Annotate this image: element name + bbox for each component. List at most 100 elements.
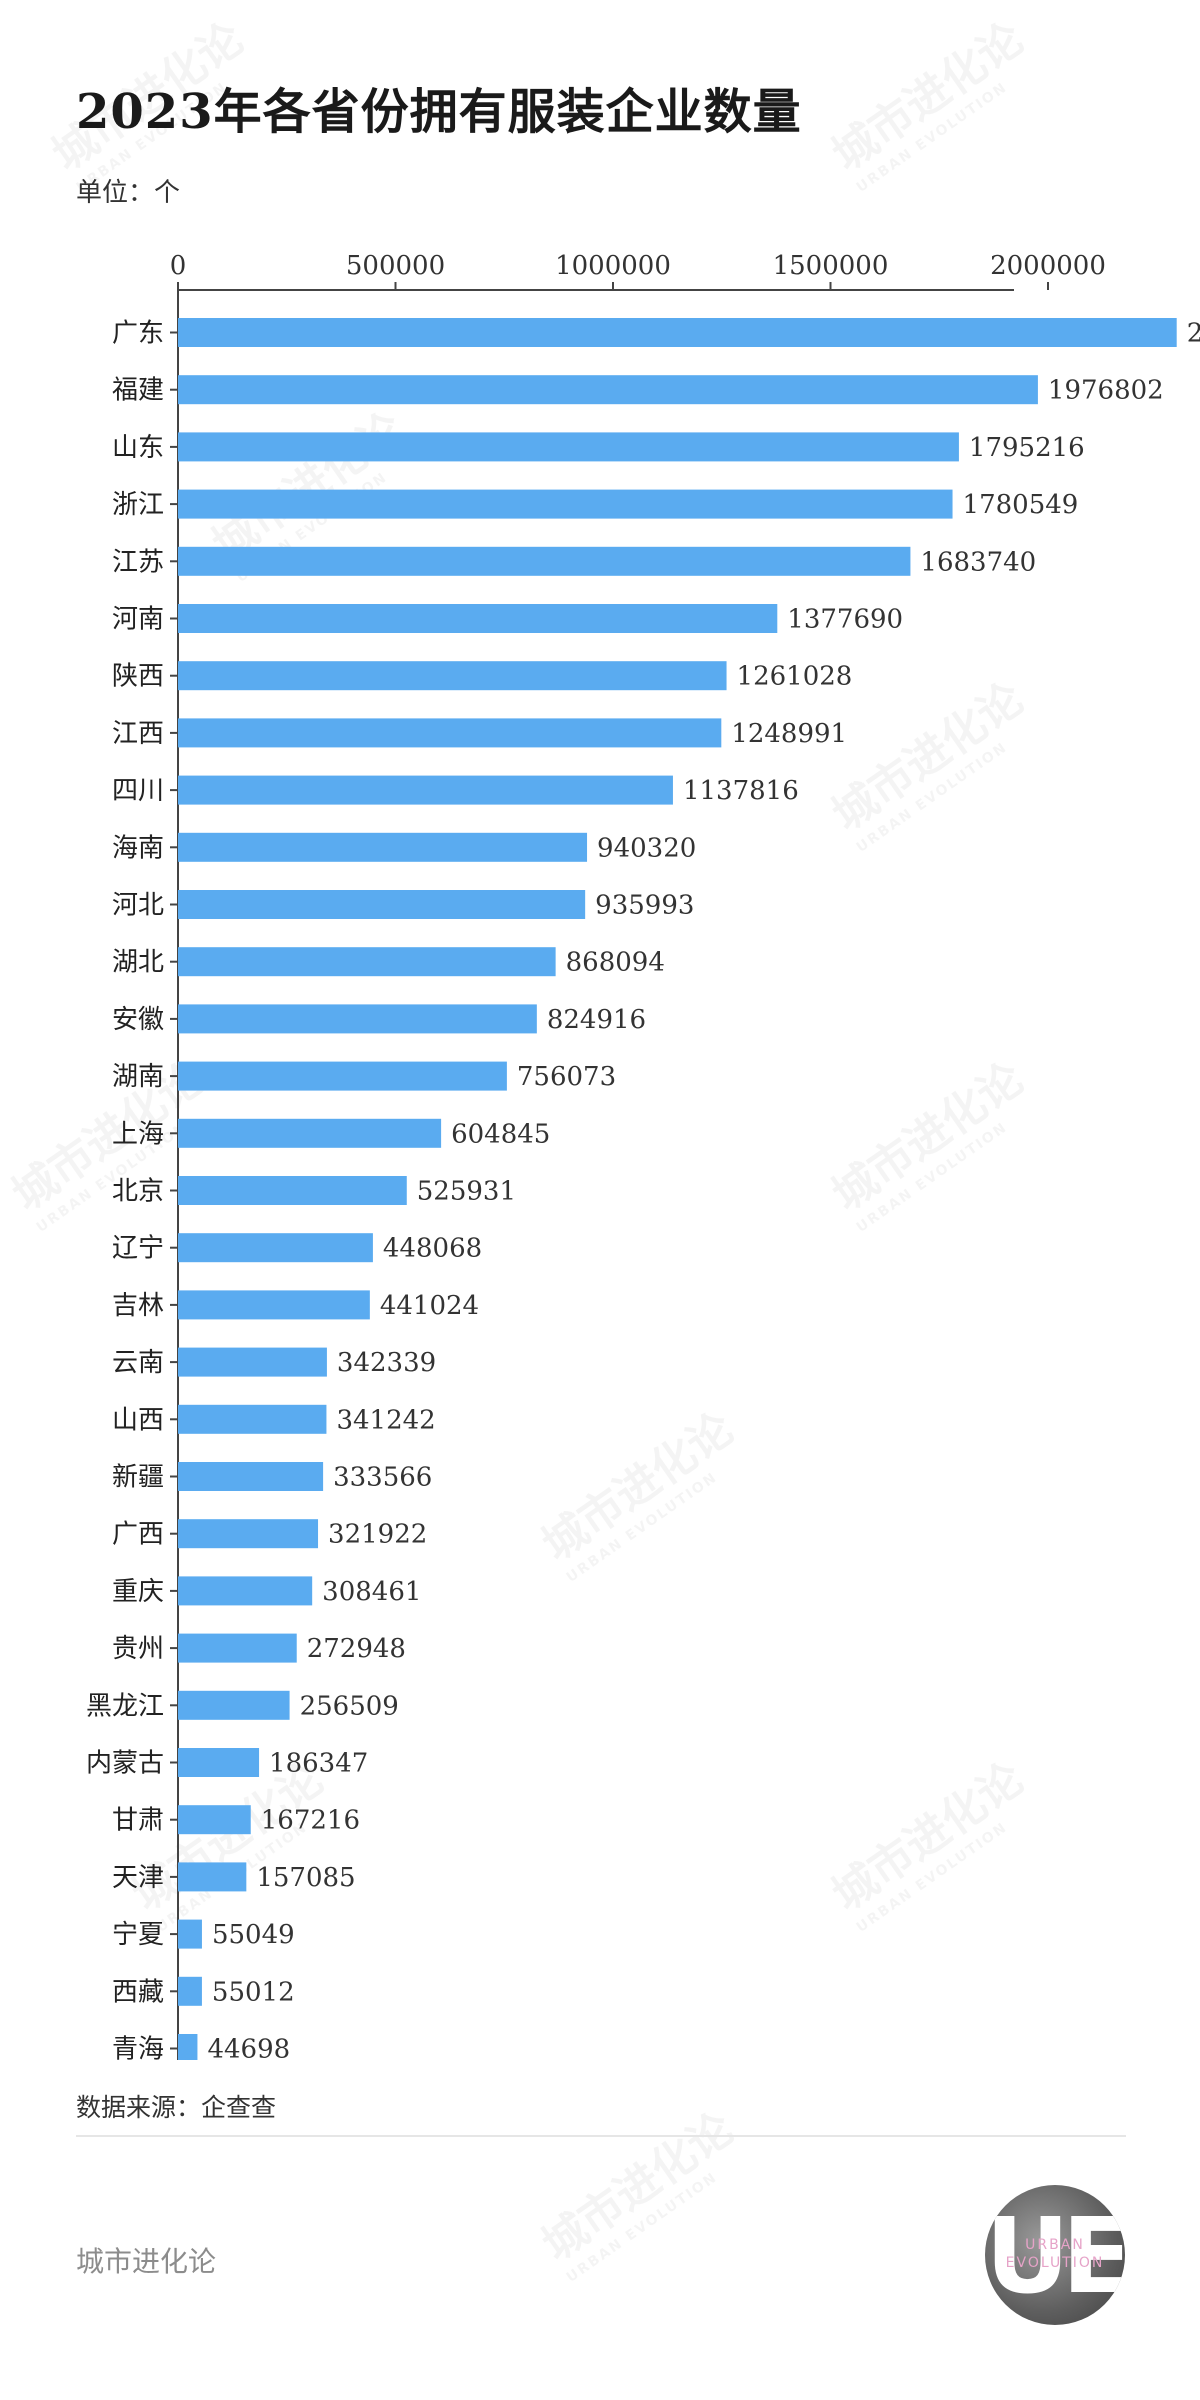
bar: [178, 1805, 251, 1835]
category-label: 青海: [112, 2035, 164, 2061]
bar: [178, 1748, 260, 1777]
category-label: 吉林: [112, 1291, 164, 1321]
category-label: 上海: [112, 1119, 164, 1149]
category-label: 北京: [112, 1177, 164, 1207]
data-label: 272948: [307, 1634, 406, 1664]
x-tick-label: 2000000: [990, 251, 1106, 281]
bar: [178, 1633, 297, 1663]
data-label: 1248991: [731, 719, 847, 749]
logo-word-top: URBAN: [1025, 2237, 1085, 2253]
bar-chart: 0 500000 1000000 1500000 2000000 广东 2295862 福建 1…: [86, 251, 1200, 2061]
category-label: 甘肃: [112, 1806, 164, 1836]
category-label: 浙江: [112, 490, 164, 520]
category-label: 天津: [112, 1863, 164, 1893]
data-label: 1137816: [683, 776, 799, 806]
category-label: 江西: [112, 719, 164, 749]
bar: [178, 2034, 198, 2060]
category-label: 山东: [112, 433, 164, 463]
data-label: 1377690: [787, 605, 903, 635]
data-label: 341242: [336, 1405, 435, 1435]
category-label: 内蒙古: [86, 1749, 164, 1779]
category-label: 宁夏: [112, 1920, 164, 1950]
data-label: 333566: [333, 1463, 432, 1493]
category-label: 西藏: [112, 1977, 164, 2007]
category-label: 河北: [112, 891, 164, 921]
bar: [178, 718, 722, 748]
bar: [178, 1118, 442, 1148]
data-label: 321922: [328, 1520, 427, 1550]
data-label: 256509: [300, 1691, 399, 1721]
data-label: 441024: [380, 1291, 479, 1321]
data-label: 1976802: [1048, 376, 1164, 406]
data-label: 824916: [547, 1005, 646, 1035]
category-label: 福建: [112, 376, 164, 406]
x-tick-label: 0: [170, 251, 187, 281]
data-label: 1780549: [963, 490, 1079, 520]
data-label: 1795216: [969, 433, 1085, 463]
watermark: 城市进化论URBAN EVOLUTION: [527, 2094, 753, 2286]
data-label: 525931: [417, 1177, 516, 1207]
data-label: 1261028: [737, 662, 853, 692]
x-tick-label: 1000000: [555, 251, 671, 281]
data-label: 448068: [383, 1234, 482, 1264]
bar: [178, 489, 953, 519]
footer-divider: [76, 2135, 1126, 2137]
bar: [178, 661, 727, 691]
category-label: 四川: [112, 776, 164, 806]
bar: [178, 1976, 202, 2006]
data-label: 868094: [566, 948, 665, 978]
bar: [178, 1404, 327, 1434]
category-label: 江苏: [112, 547, 164, 577]
bar: [178, 775, 673, 805]
data-label: 186347: [269, 1749, 368, 1779]
bar: [178, 1233, 373, 1263]
x-tick-label: 1500000: [773, 251, 889, 281]
data-label: 935993: [595, 891, 694, 921]
category-label: 山西: [112, 1405, 164, 1435]
bar: [178, 1862, 247, 1892]
category-label: 广东: [112, 319, 164, 349]
x-tick-label: 500000: [346, 251, 445, 281]
category-label: 云南: [112, 1348, 164, 1378]
data-label: 167216: [261, 1806, 360, 1836]
bar: [178, 1061, 507, 1091]
data-label: 44698: [207, 2035, 290, 2061]
data-label: 1683740: [920, 547, 1036, 577]
bar: [178, 1519, 319, 1549]
data-label: 342339: [337, 1348, 436, 1378]
category-label: 广西: [112, 1520, 164, 1550]
data-label: 55012: [212, 1977, 295, 2007]
bar: [178, 1690, 290, 1720]
data-label: 2295862: [1187, 319, 1200, 349]
source-label: 数据来源：企查查: [76, 2093, 277, 2122]
bar: [178, 1919, 202, 1949]
watermark: 城市进化论URBAN EVOLUTION: [817, 4, 1043, 196]
category-label: 海南: [112, 833, 164, 863]
chart-title: 2023年各省份拥有服装企业数量: [76, 84, 802, 140]
category-label: 贵州: [112, 1634, 164, 1664]
category-label: 辽宁: [112, 1234, 164, 1264]
bar: [178, 1347, 327, 1377]
category-label: 陕西: [112, 662, 164, 692]
category-label: 湖北: [112, 948, 164, 978]
unit-label: 单位：个: [76, 178, 181, 208]
bar: [178, 546, 911, 576]
bar: [178, 1462, 324, 1491]
bar: [178, 1576, 313, 1606]
category-label: 新疆: [112, 1463, 164, 1493]
bar: [178, 318, 1177, 347]
logo-word-bottom: EVOLUTION: [1005, 2255, 1105, 2271]
logo-letters: UE: [985, 2195, 1125, 2317]
brand-name: 城市进化论: [76, 2245, 217, 2278]
bar: [178, 432, 959, 462]
category-label: 安徽: [112, 1005, 164, 1035]
bar: [178, 1004, 537, 1034]
bar: [178, 1176, 407, 1205]
bar: [178, 890, 586, 919]
bar: [178, 947, 556, 977]
category-label: 河南: [112, 605, 164, 635]
data-label: 308461: [322, 1577, 421, 1607]
data-label: 756073: [517, 1062, 616, 1092]
category-label: 湖南: [112, 1062, 164, 1092]
bar: [178, 375, 1038, 405]
